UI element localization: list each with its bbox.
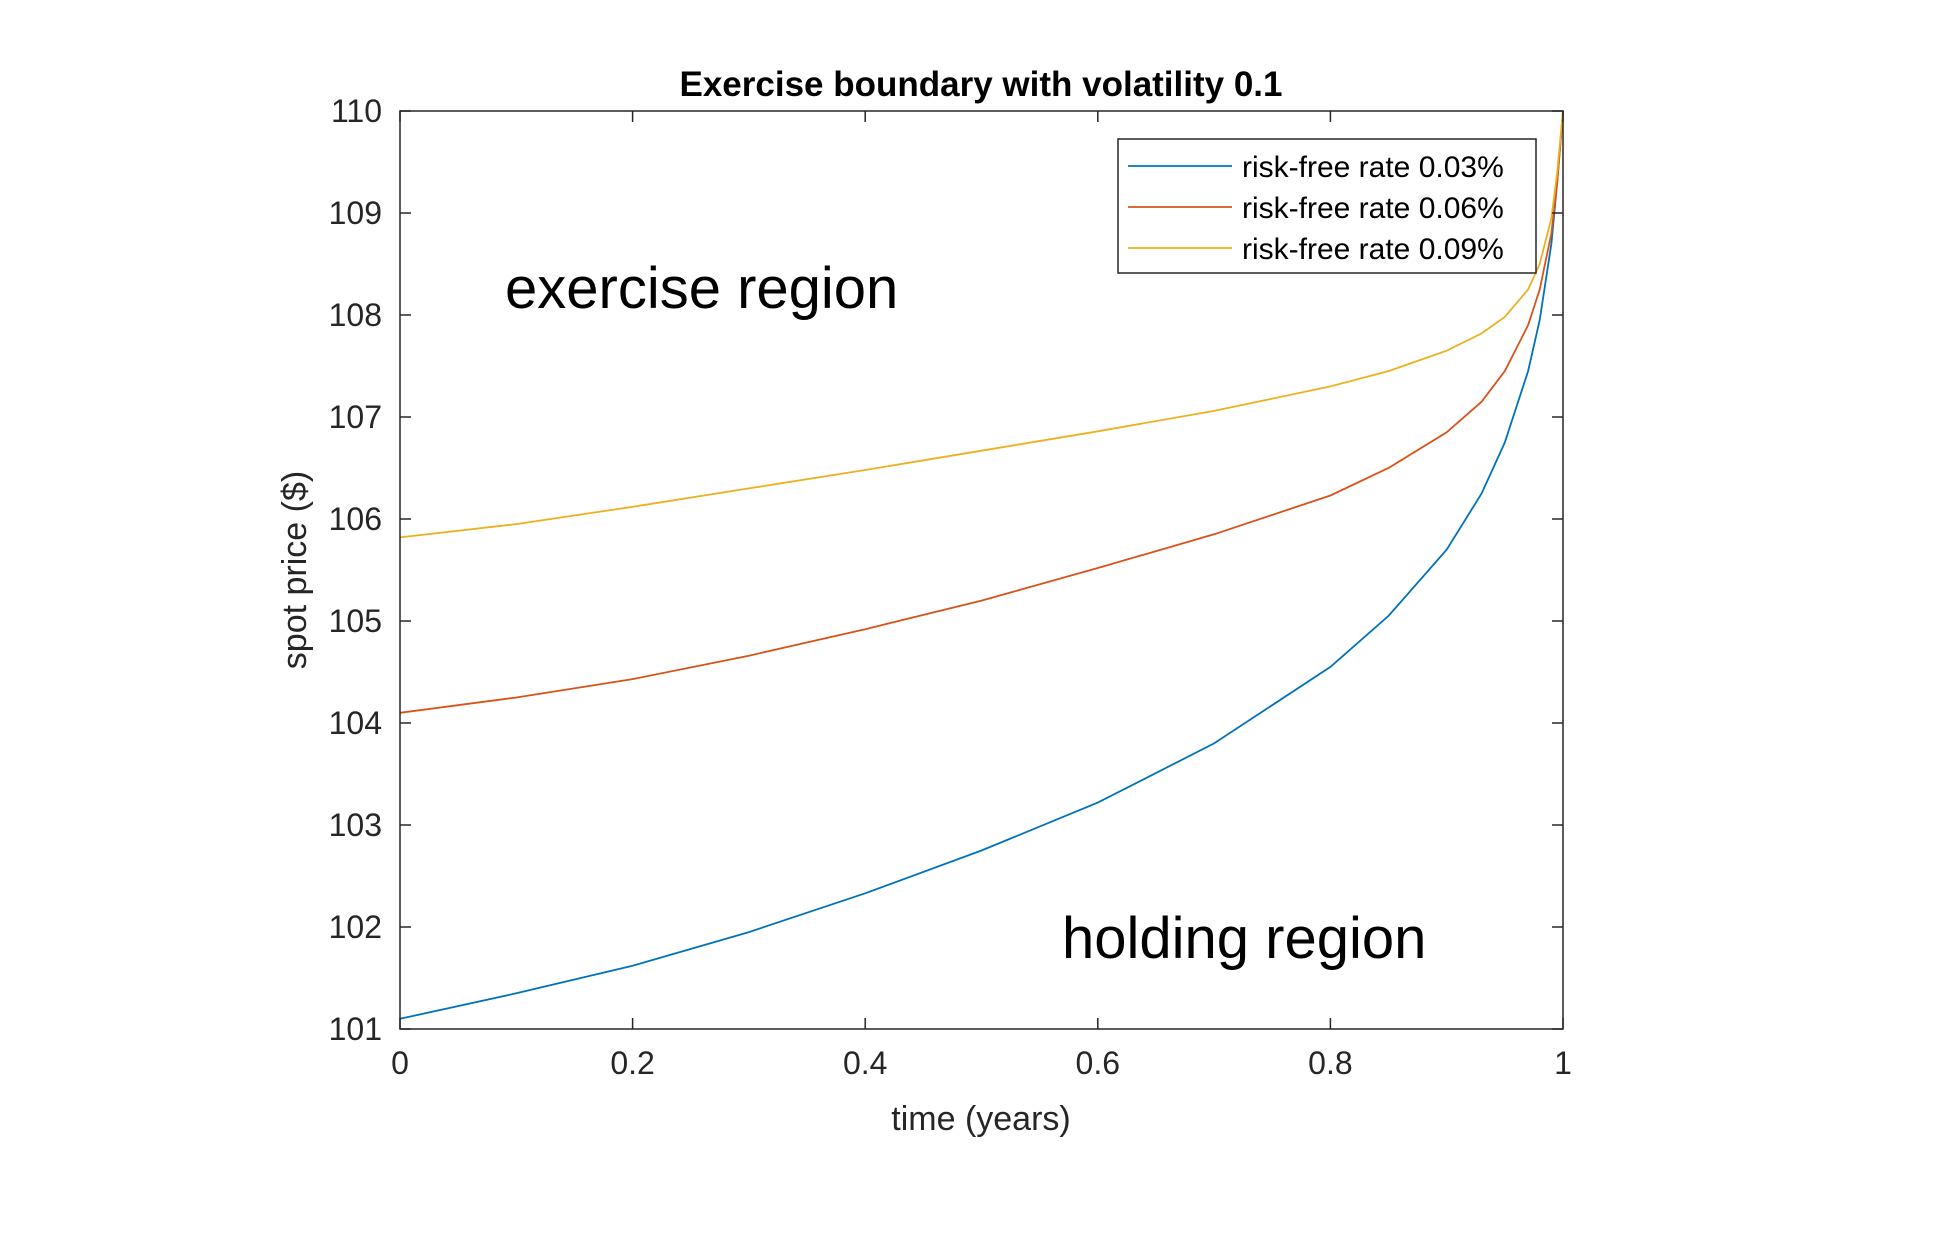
annotation-holding-region: holding region [1062,906,1426,971]
y-tick-label: 106 [329,501,382,537]
y-tick-label: 108 [329,297,382,333]
x-tick-label: 0.6 [1076,1045,1120,1081]
legend-label-1: risk-free rate 0.03% [1242,151,1504,184]
axes-layer [399,110,1564,1030]
x-axis-label: time (years) [891,1100,1070,1138]
ticks-layer: 0 0.2 0.4 0.6 0.8 110110210310410510610710810… [329,93,1572,1081]
axes-box [399,110,1564,1030]
legend-box [1117,138,1537,274]
y-tick-label: 102 [329,909,382,945]
y-tick-label: 109 [329,195,382,231]
annotation-exercise-region: exercise region [505,256,898,321]
legend: risk-free rate 0.03% risk-free rate 0.06%… [1117,138,1537,274]
x-tick-label: 1 [1554,1045,1572,1081]
x-tick-label: 0 [391,1045,409,1081]
y-tick-label: 107 [329,399,382,435]
legend-label-3: risk-free rate 0.09% [1242,233,1504,266]
y-tick-label: 104 [329,705,382,741]
y-tick-label: 101 [329,1011,382,1047]
y-axis-label: spot price ($) [276,471,314,669]
series-line-1 [399,110,1564,1020]
y-tick-label: 103 [329,807,382,843]
legend-items: risk-free rate 0.03% risk-free rate 0.06%… [1128,151,1504,266]
series-line-3 [399,110,1564,539]
series-line-2 [399,110,1564,714]
x-tick-label: 0.8 [1308,1045,1352,1081]
chart-title: Exercise boundary with volatility 0.1 [680,65,1283,104]
series-layer [399,110,1564,1020]
y-tick-label: 105 [329,603,382,639]
x-tick-label: 0.2 [610,1045,654,1081]
legend-label-2: risk-free rate 0.06% [1242,192,1504,225]
x-tick-label: 0.4 [843,1045,887,1081]
y-tick-label: 110 [331,93,382,129]
